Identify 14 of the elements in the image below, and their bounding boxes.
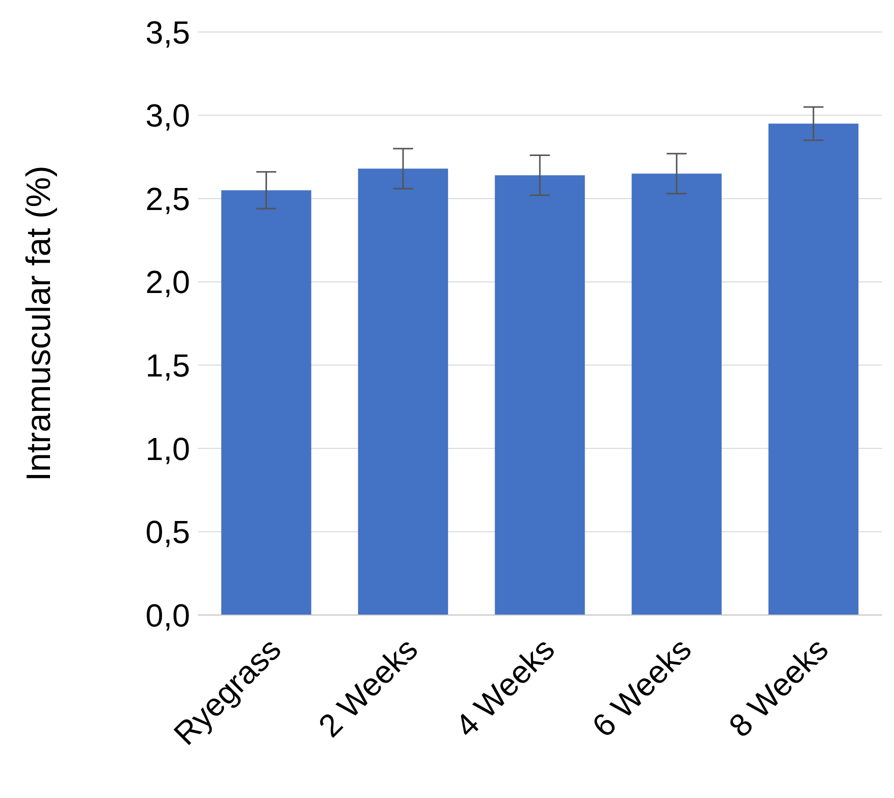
bar — [221, 190, 312, 615]
y-tick-label: 1,0 — [146, 430, 190, 467]
y-tick-label: 0,0 — [146, 597, 190, 634]
y-tick-label: 2,5 — [146, 180, 190, 217]
y-tick-label: 2,0 — [146, 264, 190, 300]
y-tick-label: 0,5 — [146, 514, 190, 550]
y-tick-label: 3,0 — [146, 98, 190, 134]
bar — [358, 168, 448, 615]
bar — [768, 124, 858, 615]
y-axis-title: Intramuscular fat (%) — [20, 166, 58, 482]
y-tick-label: 3,5 — [146, 14, 190, 50]
bar — [632, 174, 722, 615]
y-tick-label: 1,5 — [146, 348, 190, 384]
bar — [494, 175, 585, 615]
